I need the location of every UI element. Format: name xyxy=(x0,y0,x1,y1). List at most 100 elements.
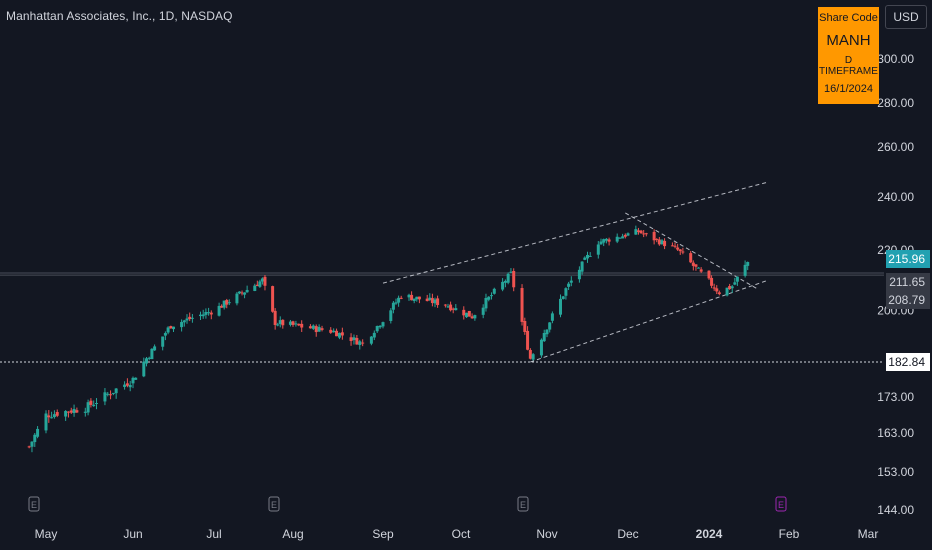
candle xyxy=(109,390,113,400)
candle xyxy=(569,276,573,287)
earnings-e-glyph: E xyxy=(778,500,784,510)
time-axis[interactable]: May Jun Jul Aug Sep Oct Nov Dec 2024 Feb Mar xyxy=(35,527,879,541)
candle-body xyxy=(220,305,224,308)
candle-body xyxy=(47,415,51,418)
candle xyxy=(520,284,524,326)
candle-body xyxy=(332,330,336,333)
candle xyxy=(689,250,693,264)
currency-button[interactable]: USD xyxy=(885,5,927,29)
price-badge: 182.84 xyxy=(886,353,930,371)
candle-body xyxy=(512,270,516,288)
candle xyxy=(604,237,608,244)
price-badge-text: 211.65 xyxy=(889,275,925,289)
candle-body xyxy=(676,247,680,250)
candle-body xyxy=(639,230,643,234)
candle xyxy=(407,293,411,301)
candle xyxy=(243,292,247,299)
candle-body xyxy=(623,234,627,237)
candle xyxy=(66,411,70,418)
candle-body xyxy=(407,294,411,298)
candle-body xyxy=(281,319,285,326)
price-badge: 208.79 xyxy=(886,291,930,309)
candle xyxy=(294,320,298,327)
candle xyxy=(550,311,554,324)
candle xyxy=(564,287,568,300)
candle xyxy=(204,308,208,319)
candle xyxy=(314,324,318,337)
candle xyxy=(278,316,282,328)
candle xyxy=(47,410,51,423)
price-badge-bg xyxy=(886,291,930,309)
candle xyxy=(678,249,682,255)
candle-body xyxy=(725,287,729,296)
candle-body xyxy=(673,245,677,247)
candle-body xyxy=(399,297,403,299)
candle xyxy=(237,291,241,295)
candle-body xyxy=(663,240,667,247)
candle xyxy=(539,338,543,358)
candle-body xyxy=(145,358,148,364)
y-tick-label: 280.00 xyxy=(877,96,914,110)
candle xyxy=(542,329,546,342)
candle-body xyxy=(69,410,73,413)
candle xyxy=(255,280,259,287)
candle-body xyxy=(454,308,458,311)
candle-body xyxy=(273,310,277,325)
candle xyxy=(710,275,714,289)
candle-body xyxy=(520,288,524,322)
candle xyxy=(715,285,719,295)
trendlines xyxy=(382,181,769,363)
candle xyxy=(399,295,403,300)
candle xyxy=(473,314,477,321)
candle xyxy=(588,252,592,257)
candle xyxy=(707,270,711,280)
price-badge-text: 208.79 xyxy=(888,293,925,307)
candle xyxy=(145,356,148,367)
candle-body xyxy=(297,323,301,326)
candle-body xyxy=(352,337,356,341)
candle-body xyxy=(30,441,34,447)
candle xyxy=(528,348,532,360)
candle-body xyxy=(389,310,393,321)
candle-body xyxy=(694,264,698,267)
earnings-e-icon: E xyxy=(268,496,280,512)
candle-body xyxy=(253,285,257,291)
candle-body xyxy=(428,297,432,300)
candle xyxy=(55,409,59,418)
candle xyxy=(657,237,661,246)
candle-body xyxy=(550,313,554,321)
candle xyxy=(340,327,344,340)
candle-body xyxy=(227,302,231,304)
candle-body xyxy=(596,244,600,255)
candle xyxy=(153,344,157,351)
candle-body xyxy=(391,302,395,310)
candle-body xyxy=(172,326,175,330)
candle xyxy=(52,410,56,419)
candle-body xyxy=(417,296,421,300)
x-tick-label: Nov xyxy=(536,527,557,541)
candle xyxy=(30,441,34,453)
candle-body xyxy=(559,298,562,315)
x-tick-label: Aug xyxy=(282,527,303,541)
candle xyxy=(691,260,695,271)
y-tick-label: 260.00 xyxy=(877,140,914,154)
candle-body xyxy=(161,336,165,347)
candle-body xyxy=(131,377,135,384)
earnings-e-glyph: E xyxy=(31,500,37,510)
candle xyxy=(355,335,359,345)
candle-body xyxy=(746,262,750,266)
candle xyxy=(492,287,496,295)
candle-body xyxy=(670,245,674,247)
candle-body xyxy=(394,302,398,304)
candle-body xyxy=(564,288,568,296)
candle-body xyxy=(430,298,434,304)
candle xyxy=(746,261,750,271)
candle-body xyxy=(190,317,194,319)
candle xyxy=(83,407,87,417)
candle xyxy=(64,410,68,421)
candle xyxy=(72,404,76,417)
candle xyxy=(567,281,571,291)
candle-body xyxy=(36,428,40,437)
